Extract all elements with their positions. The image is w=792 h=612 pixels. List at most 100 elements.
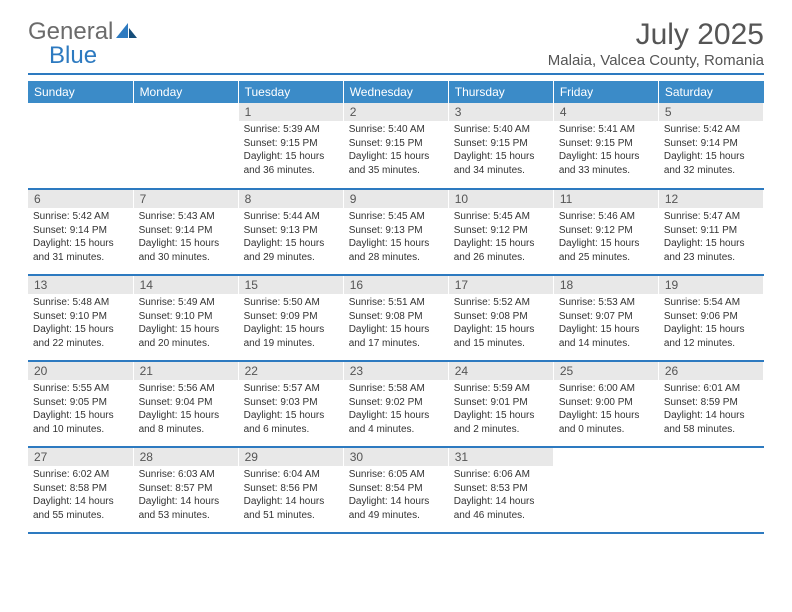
calendar-cell: 3Sunrise: 5:40 AMSunset: 9:15 PMDaylight… bbox=[448, 103, 553, 189]
day-number: 31 bbox=[449, 448, 553, 466]
weekday-header: Tuesday bbox=[238, 81, 343, 103]
calendar-cell: 28Sunrise: 6:03 AMSunset: 8:57 PMDayligh… bbox=[133, 447, 238, 533]
day-number: 25 bbox=[554, 362, 658, 380]
day-details: Sunrise: 5:45 AMSunset: 9:12 PMDaylight:… bbox=[449, 208, 553, 268]
calendar-cell: 30Sunrise: 6:05 AMSunset: 8:54 PMDayligh… bbox=[343, 447, 448, 533]
calendar-cell: 25Sunrise: 6:00 AMSunset: 9:00 PMDayligh… bbox=[553, 361, 658, 447]
day-details: Sunrise: 6:04 AMSunset: 8:56 PMDaylight:… bbox=[239, 466, 343, 526]
calendar-cell bbox=[553, 447, 658, 533]
day-number: 8 bbox=[239, 190, 343, 208]
day-number: 15 bbox=[239, 276, 343, 294]
day-details: Sunrise: 5:46 AMSunset: 9:12 PMDaylight:… bbox=[554, 208, 658, 268]
day-details: Sunrise: 5:55 AMSunset: 9:05 PMDaylight:… bbox=[28, 380, 133, 440]
day-number: 12 bbox=[659, 190, 763, 208]
calendar-row: 1Sunrise: 5:39 AMSunset: 9:15 PMDaylight… bbox=[28, 103, 764, 189]
day-number: 10 bbox=[449, 190, 553, 208]
day-details: Sunrise: 5:59 AMSunset: 9:01 PMDaylight:… bbox=[449, 380, 553, 440]
month-title: July 2025 bbox=[636, 18, 764, 52]
weekday-header: Sunday bbox=[28, 81, 133, 103]
location-text: Malaia, Valcea County, Romania bbox=[28, 52, 764, 75]
calendar-cell: 19Sunrise: 5:54 AMSunset: 9:06 PMDayligh… bbox=[658, 275, 763, 361]
weekday-header: Thursday bbox=[448, 81, 553, 103]
day-number: 2 bbox=[344, 103, 448, 121]
calendar-cell bbox=[133, 103, 238, 189]
calendar-cell: 12Sunrise: 5:47 AMSunset: 9:11 PMDayligh… bbox=[658, 189, 763, 275]
logo-word-2: Blue bbox=[49, 42, 97, 70]
calendar-cell: 17Sunrise: 5:52 AMSunset: 9:08 PMDayligh… bbox=[448, 275, 553, 361]
calendar-row: 27Sunrise: 6:02 AMSunset: 8:58 PMDayligh… bbox=[28, 447, 764, 533]
header: General July 2025 bbox=[0, 0, 792, 56]
day-number: 16 bbox=[344, 276, 448, 294]
day-details: Sunrise: 5:39 AMSunset: 9:15 PMDaylight:… bbox=[239, 121, 343, 181]
day-number: 21 bbox=[134, 362, 238, 380]
weekday-header: Monday bbox=[133, 81, 238, 103]
day-details: Sunrise: 5:48 AMSunset: 9:10 PMDaylight:… bbox=[28, 294, 133, 354]
day-number: 5 bbox=[659, 103, 763, 121]
calendar-cell: 4Sunrise: 5:41 AMSunset: 9:15 PMDaylight… bbox=[553, 103, 658, 189]
day-details: Sunrise: 5:57 AMSunset: 9:03 PMDaylight:… bbox=[239, 380, 343, 440]
day-details: Sunrise: 6:00 AMSunset: 9:00 PMDaylight:… bbox=[554, 380, 658, 440]
calendar-cell: 24Sunrise: 5:59 AMSunset: 9:01 PMDayligh… bbox=[448, 361, 553, 447]
calendar-cell: 9Sunrise: 5:45 AMSunset: 9:13 PMDaylight… bbox=[343, 189, 448, 275]
day-number: 7 bbox=[134, 190, 238, 208]
day-details: Sunrise: 5:44 AMSunset: 9:13 PMDaylight:… bbox=[239, 208, 343, 268]
calendar-cell: 15Sunrise: 5:50 AMSunset: 9:09 PMDayligh… bbox=[238, 275, 343, 361]
calendar-cell: 1Sunrise: 5:39 AMSunset: 9:15 PMDaylight… bbox=[238, 103, 343, 189]
calendar-cell: 23Sunrise: 5:58 AMSunset: 9:02 PMDayligh… bbox=[343, 361, 448, 447]
day-number: 4 bbox=[554, 103, 658, 121]
title-block: July 2025 bbox=[636, 18, 764, 54]
day-details: Sunrise: 6:01 AMSunset: 8:59 PMDaylight:… bbox=[659, 380, 763, 440]
calendar-cell bbox=[658, 447, 763, 533]
calendar-row: 20Sunrise: 5:55 AMSunset: 9:05 PMDayligh… bbox=[28, 361, 764, 447]
calendar-cell: 2Sunrise: 5:40 AMSunset: 9:15 PMDaylight… bbox=[343, 103, 448, 189]
calendar-row: 13Sunrise: 5:48 AMSunset: 9:10 PMDayligh… bbox=[28, 275, 764, 361]
day-number: 28 bbox=[134, 448, 238, 466]
calendar-row: 6Sunrise: 5:42 AMSunset: 9:14 PMDaylight… bbox=[28, 189, 764, 275]
day-details: Sunrise: 5:56 AMSunset: 9:04 PMDaylight:… bbox=[134, 380, 238, 440]
day-details: Sunrise: 5:42 AMSunset: 9:14 PMDaylight:… bbox=[28, 208, 133, 268]
day-number: 30 bbox=[344, 448, 448, 466]
day-details: Sunrise: 5:53 AMSunset: 9:07 PMDaylight:… bbox=[554, 294, 658, 354]
day-details: Sunrise: 5:43 AMSunset: 9:14 PMDaylight:… bbox=[134, 208, 238, 268]
day-number: 3 bbox=[449, 103, 553, 121]
day-number: 17 bbox=[449, 276, 553, 294]
day-number: 13 bbox=[28, 276, 133, 294]
day-number: 6 bbox=[28, 190, 133, 208]
calendar-cell: 21Sunrise: 5:56 AMSunset: 9:04 PMDayligh… bbox=[133, 361, 238, 447]
day-number: 1 bbox=[239, 103, 343, 121]
day-details: Sunrise: 5:54 AMSunset: 9:06 PMDaylight:… bbox=[659, 294, 763, 354]
calendar-cell: 14Sunrise: 5:49 AMSunset: 9:10 PMDayligh… bbox=[133, 275, 238, 361]
calendar-table: SundayMondayTuesdayWednesdayThursdayFrid… bbox=[28, 81, 764, 534]
day-number: 20 bbox=[28, 362, 133, 380]
day-details: Sunrise: 5:50 AMSunset: 9:09 PMDaylight:… bbox=[239, 294, 343, 354]
location-wrap: Malaia, Valcea County, Romania bbox=[0, 52, 792, 81]
day-number: 29 bbox=[239, 448, 343, 466]
day-number: 19 bbox=[659, 276, 763, 294]
calendar-cell: 16Sunrise: 5:51 AMSunset: 9:08 PMDayligh… bbox=[343, 275, 448, 361]
calendar-cell: 5Sunrise: 5:42 AMSunset: 9:14 PMDaylight… bbox=[658, 103, 763, 189]
day-number: 22 bbox=[239, 362, 343, 380]
calendar-cell: 31Sunrise: 6:06 AMSunset: 8:53 PMDayligh… bbox=[448, 447, 553, 533]
day-number: 26 bbox=[659, 362, 763, 380]
calendar-cell: 6Sunrise: 5:42 AMSunset: 9:14 PMDaylight… bbox=[28, 189, 133, 275]
day-details: Sunrise: 6:06 AMSunset: 8:53 PMDaylight:… bbox=[449, 466, 553, 526]
day-details: Sunrise: 5:49 AMSunset: 9:10 PMDaylight:… bbox=[134, 294, 238, 354]
calendar-cell bbox=[28, 103, 133, 189]
day-details: Sunrise: 5:51 AMSunset: 9:08 PMDaylight:… bbox=[344, 294, 448, 354]
calendar-cell: 13Sunrise: 5:48 AMSunset: 9:10 PMDayligh… bbox=[28, 275, 133, 361]
calendar-body: 1Sunrise: 5:39 AMSunset: 9:15 PMDaylight… bbox=[28, 103, 764, 533]
day-details: Sunrise: 5:41 AMSunset: 9:15 PMDaylight:… bbox=[554, 121, 658, 181]
calendar-cell: 26Sunrise: 6:01 AMSunset: 8:59 PMDayligh… bbox=[658, 361, 763, 447]
day-details: Sunrise: 5:40 AMSunset: 9:15 PMDaylight:… bbox=[449, 121, 553, 181]
calendar-cell: 7Sunrise: 5:43 AMSunset: 9:14 PMDaylight… bbox=[133, 189, 238, 275]
calendar-cell: 20Sunrise: 5:55 AMSunset: 9:05 PMDayligh… bbox=[28, 361, 133, 447]
day-details: Sunrise: 5:47 AMSunset: 9:11 PMDaylight:… bbox=[659, 208, 763, 268]
day-details: Sunrise: 5:42 AMSunset: 9:14 PMDaylight:… bbox=[659, 121, 763, 181]
day-details: Sunrise: 5:45 AMSunset: 9:13 PMDaylight:… bbox=[344, 208, 448, 268]
day-details: Sunrise: 5:52 AMSunset: 9:08 PMDaylight:… bbox=[449, 294, 553, 354]
weekday-header: Saturday bbox=[658, 81, 763, 103]
calendar-cell: 29Sunrise: 6:04 AMSunset: 8:56 PMDayligh… bbox=[238, 447, 343, 533]
calendar-cell: 11Sunrise: 5:46 AMSunset: 9:12 PMDayligh… bbox=[553, 189, 658, 275]
calendar-cell: 18Sunrise: 5:53 AMSunset: 9:07 PMDayligh… bbox=[553, 275, 658, 361]
day-number: 27 bbox=[28, 448, 133, 466]
